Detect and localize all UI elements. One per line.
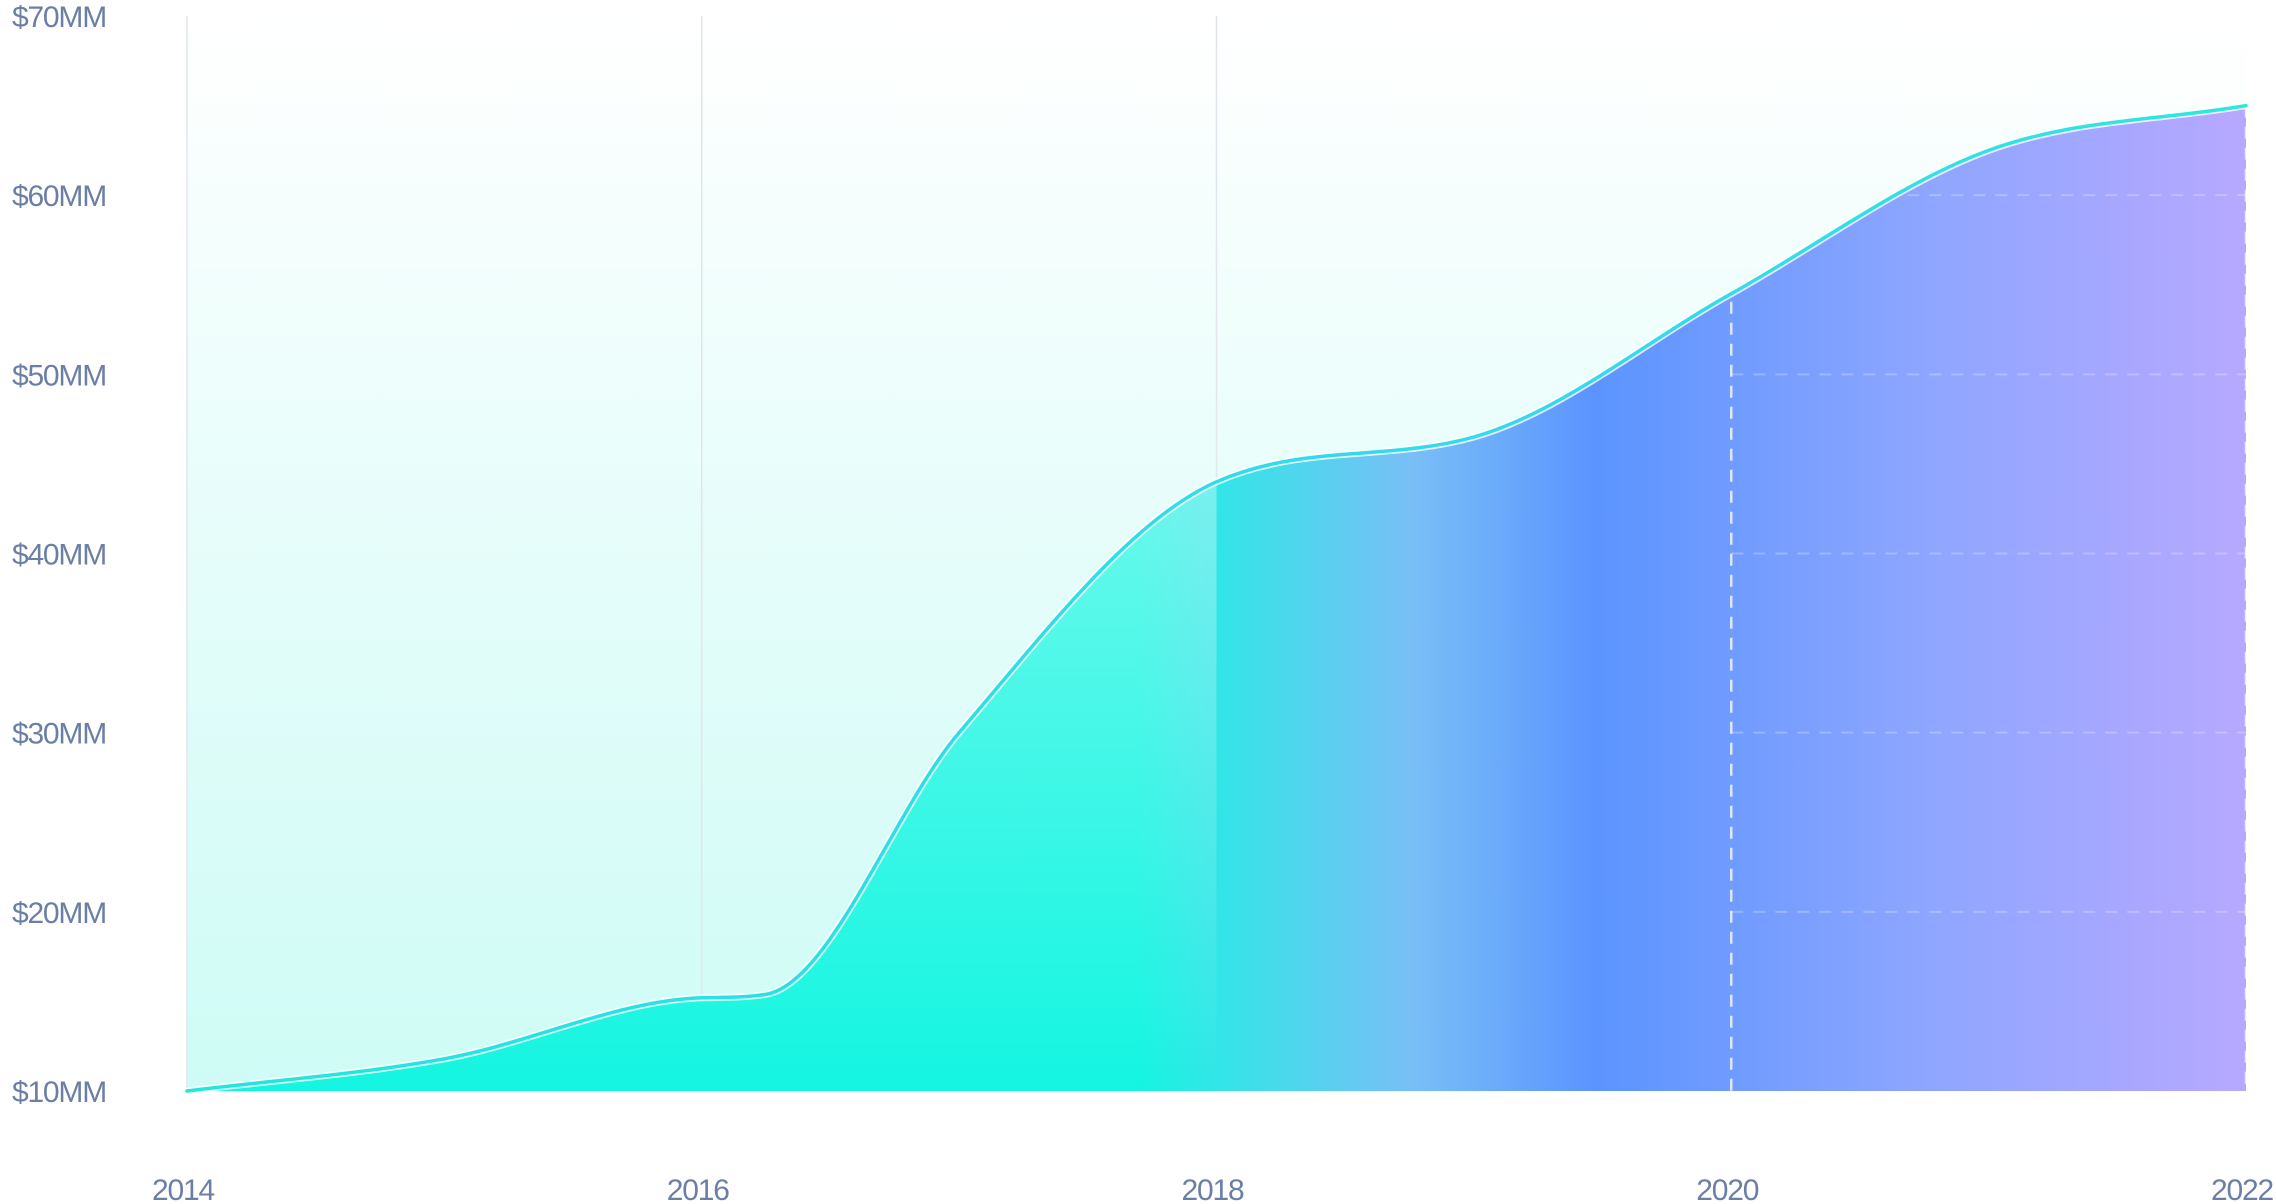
y-tick-label: $10MM xyxy=(12,1076,106,1109)
y-tick-label: $40MM xyxy=(12,539,106,572)
series-line xyxy=(185,103,2248,1093)
x-tick-label: 2018 xyxy=(1182,1174,1244,1204)
x-tick-label: 2014 xyxy=(152,1174,214,1204)
x-tick-label: 2020 xyxy=(1696,1174,1758,1204)
projection-guides xyxy=(1731,194,2246,913)
y-tick-label: $50MM xyxy=(12,359,106,392)
x-tick-label: 2016 xyxy=(667,1174,729,1204)
y-tick-label: $60MM xyxy=(12,180,106,213)
x-tick-label: 2022 xyxy=(2211,1174,2273,1204)
y-tick-label: $70MM xyxy=(12,1,106,34)
y-tick-label: $30MM xyxy=(12,718,106,751)
y-tick-label: $20MM xyxy=(12,897,106,930)
